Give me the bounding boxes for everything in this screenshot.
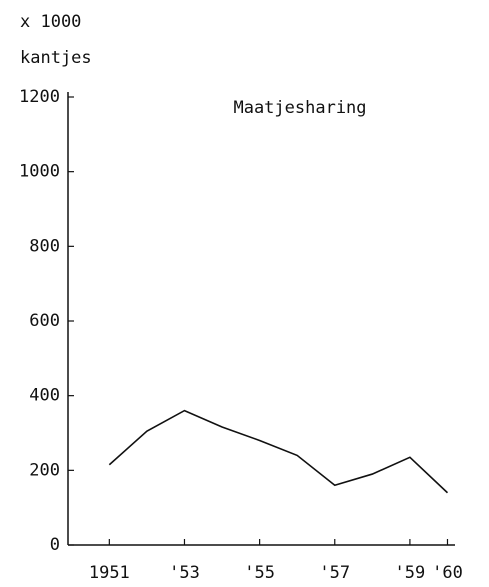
x-tick-label: 1951 (89, 563, 130, 583)
y-tick-label: 1200 (19, 87, 60, 107)
y-tick-label: 0 (50, 535, 60, 555)
y-tick-label: 1000 (19, 162, 60, 182)
chart-title: Maatjesharing (233, 98, 366, 118)
data-line (108, 409, 449, 494)
y-unit: x 1000 (20, 12, 81, 32)
y-tick-label: 600 (29, 311, 60, 331)
y-tick-label: 400 (29, 386, 60, 406)
y-axis-label: kantjes (20, 48, 92, 68)
x-tick-label: '53 (169, 563, 200, 583)
x-tick-label: '59 (395, 563, 426, 583)
y-tick-label: 800 (29, 236, 60, 256)
y-tick-label: 200 (29, 460, 60, 480)
x-tick-label: '57 (319, 563, 350, 583)
x-tick-label: '60 (432, 563, 463, 583)
x-tick-label: '55 (244, 563, 275, 583)
